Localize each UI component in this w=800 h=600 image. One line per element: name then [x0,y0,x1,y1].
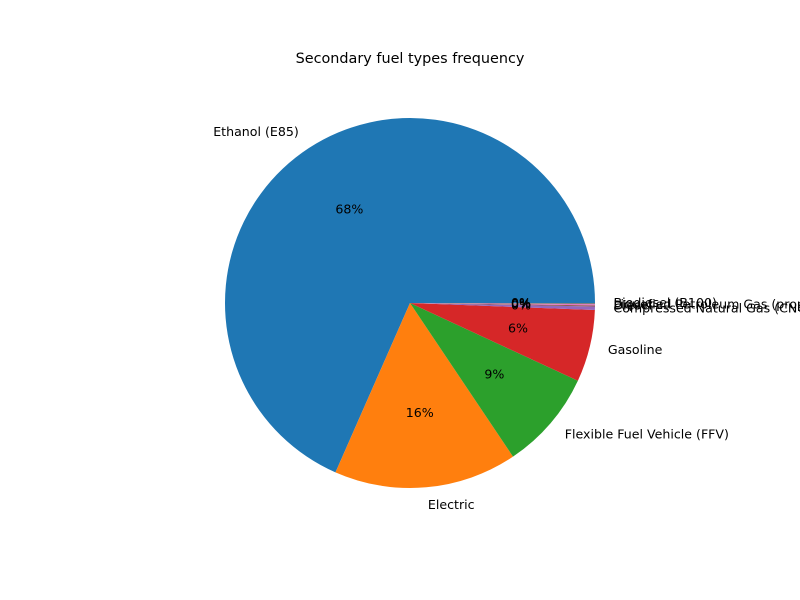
pie-slice-electric [335,303,514,488]
slice-percent-compressed-natural-gas-cng: 0% [511,298,531,313]
pie-slice-gasoline [410,303,595,381]
pie-slices [225,118,596,488]
pie-slice-liquefied-petroleum-gas-propane [410,303,595,306]
chart-title: Secondary fuel types frequency [296,51,525,67]
slice-percent-electric: 16% [406,405,434,420]
slice-percent-flexible-fuel-vehicle-ffv: 9% [484,367,504,382]
slice-label-biodiesel-b100: Biodiesel (B100) [613,295,716,310]
slice-label-electric: Electric [428,497,475,512]
pie-slice-diesel [410,303,595,307]
slice-label-gasoline: Gasoline [608,342,663,357]
slice-label-liquefied-petroleum-gas-propane: Liquefied Petroleum Gas (propane) [613,296,800,311]
slice-label-ethanol-e85: Ethanol (E85) [213,124,299,139]
pie-slice-ethanol-e85 [225,118,596,473]
pie-slice-flexible-fuel-vehicle-ffv [410,303,578,457]
slice-label-flexible-fuel-vehicle-ffv: Flexible Fuel Vehicle (FFV) [565,427,729,442]
slice-percent-liquefied-petroleum-gas-propane: 0% [511,296,531,311]
pie-labels: Ethanol (E85) Electric Flexible Fuel Vehic… [213,124,800,512]
slice-percent-biodiesel-b100: 0% [511,295,531,310]
slice-percent-diesel: 0% [511,296,531,311]
slice-label-compressed-natural-gas-cng: Compressed Natural Gas (CNG) [613,300,800,315]
slice-percent-gasoline: 6% [508,320,528,335]
pie-slice-compressed-natural-gas-cng [410,303,595,310]
slice-percent-ethanol-e85: 68% [335,202,363,217]
pie-percent-labels: 68%16%9%6%0%0%0%0% [335,202,531,421]
slice-label-diesel: Diesel [613,298,652,313]
pie-slice-biodiesel-b100 [410,303,595,305]
